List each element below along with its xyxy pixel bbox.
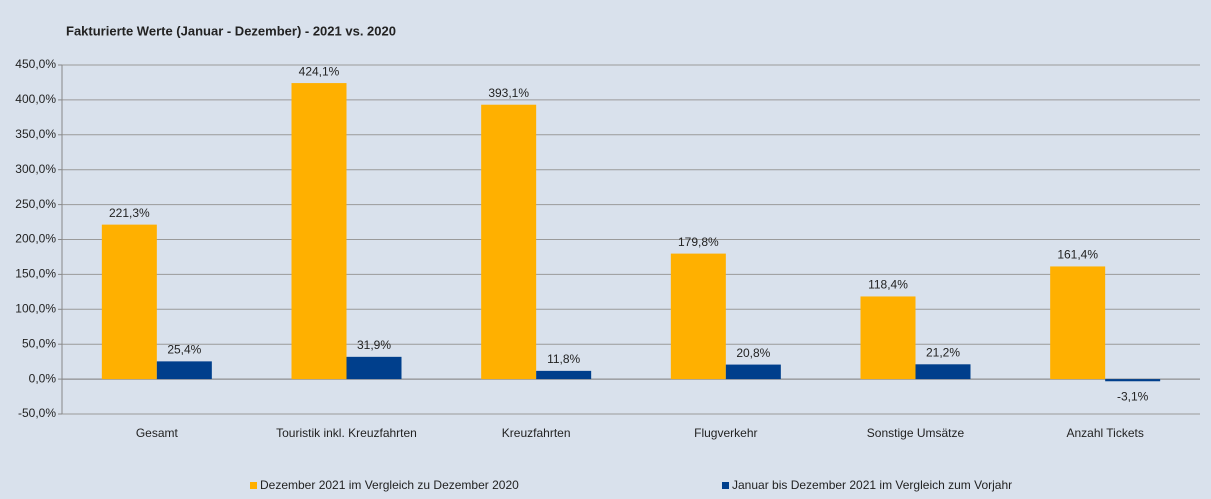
bar bbox=[346, 356, 402, 380]
bar bbox=[481, 104, 537, 380]
y-tick-label: 100,0% bbox=[15, 301, 56, 315]
bar bbox=[670, 253, 726, 380]
y-tick-label: 50,0% bbox=[22, 336, 56, 350]
data-label: 25,4% bbox=[167, 343, 201, 357]
x-tick-label: Gesamt bbox=[136, 426, 179, 440]
data-label: 11,8% bbox=[547, 352, 580, 366]
legend-swatch bbox=[250, 482, 257, 489]
y-tick-label: -50,0% bbox=[18, 406, 56, 420]
legend-label: Dezember 2021 im Vergleich zu Dezember 2… bbox=[260, 478, 519, 492]
data-label: 161,4% bbox=[1057, 248, 1098, 262]
bar bbox=[156, 361, 212, 380]
bar bbox=[1105, 379, 1161, 382]
x-tick-label: Anzahl Tickets bbox=[1066, 426, 1143, 440]
legend-swatch bbox=[722, 482, 729, 489]
bar bbox=[860, 296, 916, 380]
bar bbox=[915, 364, 971, 380]
data-label: 179,8% bbox=[678, 235, 719, 249]
data-label: 118,4% bbox=[868, 278, 908, 292]
x-tick-label: Touristik inkl. Kreuzfahrten bbox=[276, 426, 417, 440]
y-tick-label: 350,0% bbox=[15, 127, 56, 141]
x-tick-label: Kreuzfahrten bbox=[502, 426, 571, 440]
chart-title: Fakturierte Werte (Januar - Dezember) - … bbox=[66, 23, 396, 38]
bar bbox=[1050, 266, 1106, 380]
y-tick-label: 250,0% bbox=[15, 197, 56, 211]
data-label: 31,9% bbox=[357, 338, 391, 352]
data-label: 21,2% bbox=[926, 345, 960, 359]
y-tick-label: 450,0% bbox=[15, 57, 56, 71]
data-label: -3,1% bbox=[1117, 389, 1149, 403]
bar bbox=[291, 83, 347, 380]
y-tick-label: 400,0% bbox=[15, 92, 56, 106]
y-tick-label: 0,0% bbox=[29, 371, 57, 385]
data-label: 20,8% bbox=[736, 346, 770, 360]
y-tick-label: 150,0% bbox=[15, 267, 56, 281]
y-tick-label: 300,0% bbox=[15, 162, 56, 176]
y-tick-label: 200,0% bbox=[15, 232, 56, 246]
data-label: 424,1% bbox=[299, 64, 340, 78]
bar bbox=[725, 364, 781, 380]
bar bbox=[536, 370, 592, 380]
data-label: 393,1% bbox=[488, 86, 529, 100]
legend-label: Januar bis Dezember 2021 im Vergleich zu… bbox=[732, 478, 1012, 492]
x-tick-label: Flugverkehr bbox=[694, 426, 757, 440]
bar bbox=[101, 224, 157, 380]
data-label: 221,3% bbox=[109, 206, 150, 220]
x-tick-label: Sonstige Umsätze bbox=[867, 426, 965, 440]
